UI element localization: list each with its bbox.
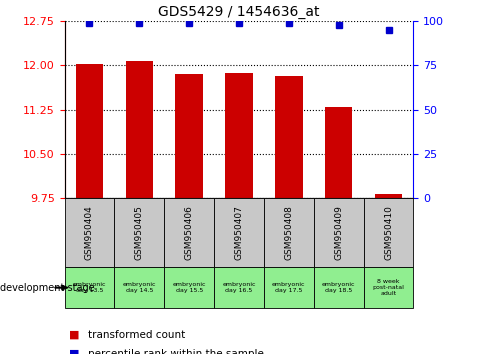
Bar <box>76 64 103 198</box>
Bar <box>225 73 253 198</box>
Text: GSM950408: GSM950408 <box>284 205 293 260</box>
Bar <box>314 198 364 267</box>
Bar <box>375 194 402 198</box>
Bar <box>314 267 364 308</box>
Text: 8 week
post-natal
adult: 8 week post-natal adult <box>373 279 404 296</box>
Text: embryonic
day 14.5: embryonic day 14.5 <box>122 282 156 293</box>
Bar <box>164 267 214 308</box>
Text: GSM950406: GSM950406 <box>185 205 194 260</box>
Bar <box>164 198 214 267</box>
Bar <box>65 267 114 308</box>
Text: GSM950405: GSM950405 <box>135 205 144 260</box>
Title: GDS5429 / 1454636_at: GDS5429 / 1454636_at <box>158 5 320 19</box>
Bar <box>126 61 153 198</box>
Text: GSM950409: GSM950409 <box>334 205 343 260</box>
Text: embryonic
day 15.5: embryonic day 15.5 <box>173 282 206 293</box>
Bar <box>65 198 114 267</box>
Bar <box>264 267 314 308</box>
Bar <box>175 74 203 198</box>
Text: embryonic
day 17.5: embryonic day 17.5 <box>272 282 305 293</box>
Text: GSM950407: GSM950407 <box>235 205 243 260</box>
Text: GSM950410: GSM950410 <box>384 205 393 260</box>
Bar <box>214 267 264 308</box>
Text: embryonic
day 18.5: embryonic day 18.5 <box>322 282 356 293</box>
Bar <box>114 267 164 308</box>
Text: percentile rank within the sample: percentile rank within the sample <box>88 349 264 354</box>
Text: ■: ■ <box>69 330 80 339</box>
Bar <box>275 75 303 198</box>
Bar <box>264 198 314 267</box>
Text: ■: ■ <box>69 349 80 354</box>
Bar <box>364 267 413 308</box>
Text: GSM950404: GSM950404 <box>85 205 94 260</box>
Text: embryonic
day 16.5: embryonic day 16.5 <box>222 282 256 293</box>
Bar <box>214 198 264 267</box>
Text: development stage: development stage <box>0 282 95 293</box>
Text: embryonic
day 13.5: embryonic day 13.5 <box>73 282 106 293</box>
Bar <box>114 198 164 267</box>
Text: transformed count: transformed count <box>88 330 185 339</box>
Bar <box>325 107 352 198</box>
Bar <box>364 198 413 267</box>
